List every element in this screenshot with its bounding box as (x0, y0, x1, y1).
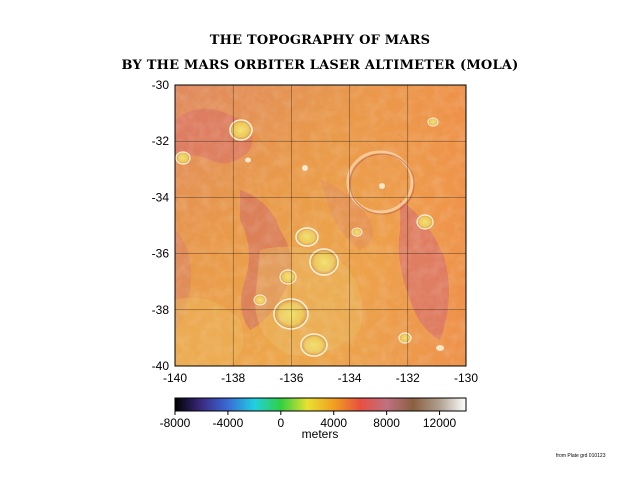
colorbar-tick-label: -8000 (160, 416, 191, 430)
colorbar-tick-label: 0 (277, 416, 284, 430)
lat-tick-label: -30 (152, 78, 170, 92)
colorbar-axis: -8000 -4000 0 4000 8000 12000 (160, 411, 457, 430)
lat-tick-label: -40 (152, 359, 170, 373)
colorbar-tick-label: 8000 (373, 416, 400, 430)
lat-tick-label: -32 (152, 134, 170, 148)
lon-tick-label: -130 (454, 371, 478, 385)
lat-tick-label: -36 (152, 247, 170, 261)
map-frame (174, 84, 467, 367)
lon-tick-label: -134 (338, 371, 362, 385)
lon-tick-label: -136 (279, 371, 303, 385)
lat-tick-label: -34 (152, 190, 170, 204)
lon-tick-label: -140 (163, 371, 187, 385)
colorbar (174, 397, 467, 412)
source-footnote: from Plate grd 010123 (556, 453, 606, 459)
colorbar-label: meters (302, 427, 339, 441)
terrain-layer (175, 85, 466, 366)
lon-tick-label: -138 (221, 371, 245, 385)
longitude-axis: -140 -138 -136 -134 -132 -130 (163, 371, 478, 385)
colorbar-tick-label: -4000 (213, 416, 244, 430)
latitude-axis: -30 -32 -34 -36 -38 -40 (152, 78, 170, 373)
colorbar-tick-label: 4000 (320, 416, 347, 430)
map-title-line-1: THE TOPOGRAPHY OF MARS (209, 33, 431, 48)
lon-tick-label: -132 (396, 371, 420, 385)
colorbar-tick-label: 12000 (423, 416, 457, 430)
lat-tick-label: -38 (152, 303, 170, 317)
map-title-line-2: BY THE MARS ORBITER LASER ALTIMETER (MOL… (121, 58, 519, 73)
